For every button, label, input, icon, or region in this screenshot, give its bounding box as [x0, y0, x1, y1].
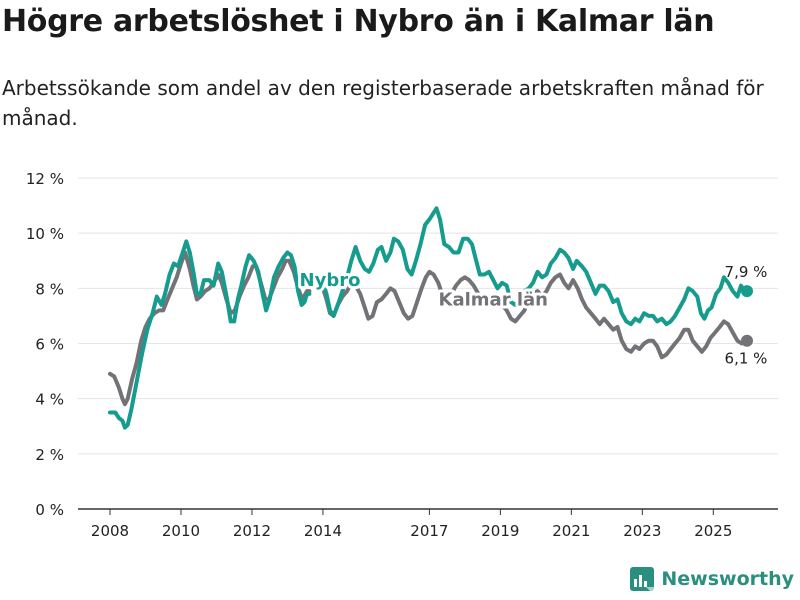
series-label-kalmar-lan: Kalmar län	[439, 289, 548, 310]
x-tick-label: 2019	[481, 522, 519, 540]
series-label-nybro: Nybro	[300, 270, 361, 291]
y-tick-label: 8 %	[35, 280, 64, 298]
end-value-label-nybro: 7,9 %	[725, 263, 768, 281]
axes: 0 % 2 % 4 % 6 % 8 % 10 % 12 % 2008 2010 2012 2014 2…	[26, 170, 778, 540]
y-tick-label: 6 %	[35, 336, 64, 354]
x-tick-label: 2025	[694, 522, 732, 540]
chart-labels: 6,1 % 7,9 % Nybro Kalmar län	[297, 263, 768, 368]
y-tick-label: 4 %	[35, 391, 64, 409]
series-line-nybro	[108, 206, 749, 430]
x-tick-label: 2008	[91, 522, 129, 540]
chart-subtitle: Arbetssökande som andel av den registerb…	[2, 76, 764, 130]
series-endpoint-nybro	[741, 285, 753, 298]
y-tick-label: 12 %	[26, 170, 64, 188]
end-value-label-kalmar-lan: 6,1 %	[725, 350, 768, 368]
series-endpoint-kalmar-lan	[741, 334, 753, 347]
y-tick-label: 0 %	[35, 501, 64, 519]
x-tick-label: 2014	[304, 522, 342, 540]
series-line-kalmar-lan	[108, 250, 749, 407]
y-tick-label: 10 %	[26, 225, 64, 243]
brand-logo: Newsworthy	[629, 566, 794, 592]
chart-title: Högre arbetslöshet i Nybro än i Kalmar l…	[2, 4, 715, 39]
x-tick-label: 2021	[552, 522, 590, 540]
x-tick-label: 2010	[162, 522, 200, 540]
x-tick-label: 2012	[233, 522, 271, 540]
y-tick-label: 2 %	[35, 446, 64, 464]
brand-name: Newsworthy	[661, 568, 794, 590]
series-lines	[108, 206, 753, 430]
x-tick-label: 2023	[623, 522, 661, 540]
x-tick-label: 2017	[410, 522, 448, 540]
newsworthy-logo-icon	[630, 567, 655, 591]
line-chart: 0 % 2 % 4 % 6 % 8 % 10 % 12 % 2008 2010 2012 2014 2…	[26, 170, 778, 540]
